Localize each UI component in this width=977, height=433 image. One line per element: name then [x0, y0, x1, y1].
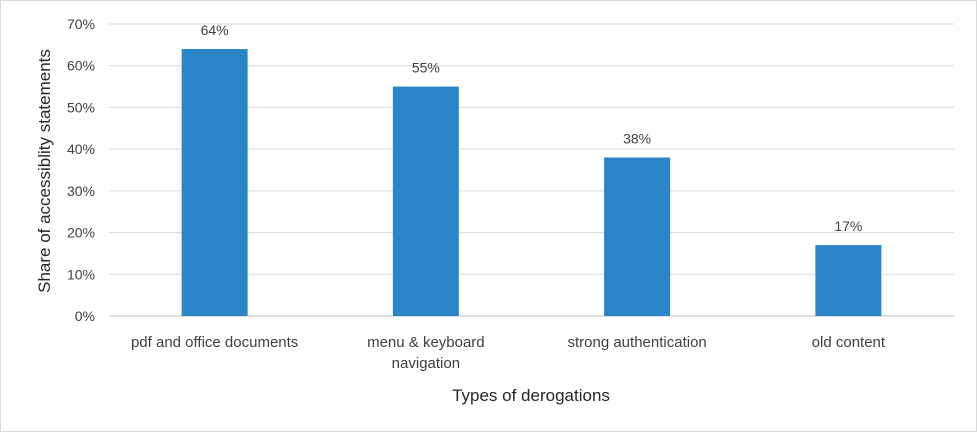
y-tick-label: 20% [67, 225, 95, 241]
data-label: 38% [623, 130, 651, 146]
y-tick-label: 40% [67, 141, 95, 157]
data-label: 17% [834, 218, 862, 234]
y-tick-label: 50% [67, 99, 95, 115]
gridlines [109, 23, 954, 317]
category-label: menu & keyboard navigation [367, 334, 485, 372]
y-tick-label: 30% [67, 183, 95, 199]
y-tick-label: 70% [67, 16, 95, 32]
bar [815, 245, 882, 316]
bar [604, 157, 671, 316]
category-label: strong authentication [567, 334, 706, 351]
data-labels: 64% 55% 38% 17% [201, 22, 863, 234]
y-tick-label: 60% [67, 58, 95, 74]
y-axis-ticks: 0% 10% 20% 30% 40% 50% 60% 70% [67, 16, 95, 324]
data-label: 64% [201, 22, 229, 38]
bar [392, 86, 459, 316]
y-tick-label: 10% [67, 266, 95, 282]
category-label: old content [812, 334, 886, 351]
y-axis-title: Share of accessiblity statements [35, 49, 54, 293]
bars [181, 49, 882, 317]
y-tick-label: 0% [75, 308, 95, 324]
bar [181, 49, 248, 317]
x-axis-title: Types of derogations [452, 386, 610, 405]
x-axis-categories: pdf and office documents menu & keyboard n… [131, 334, 886, 372]
data-label: 55% [412, 60, 440, 76]
category-label: pdf and office documents [131, 334, 298, 351]
